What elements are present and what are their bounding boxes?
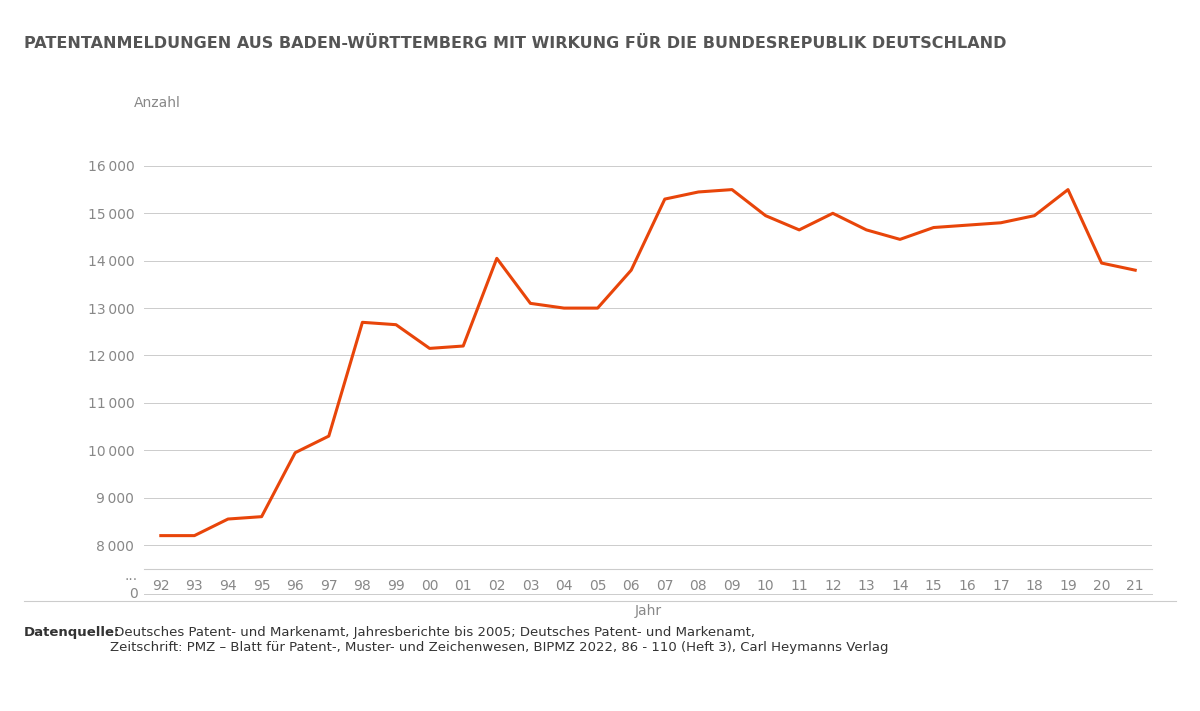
X-axis label: Jahr: Jahr	[635, 604, 661, 618]
Text: PATENTANMELDUNGEN AUS BADEN-WÜRTTEMBERG MIT WIRKUNG FÜR DIE BUNDESREPUBLIK DEUTS: PATENTANMELDUNGEN AUS BADEN-WÜRTTEMBERG …	[24, 36, 1007, 50]
Text: Datenquelle:: Datenquelle:	[24, 626, 120, 638]
Text: 0: 0	[130, 587, 138, 601]
Text: ...: ...	[125, 569, 138, 583]
Text: Deutsches Patent- und Markenamt, Jahresberichte bis 2005; Deutsches Patent- und : Deutsches Patent- und Markenamt, Jahresb…	[110, 626, 889, 653]
Text: Anzahl: Anzahl	[134, 97, 181, 110]
